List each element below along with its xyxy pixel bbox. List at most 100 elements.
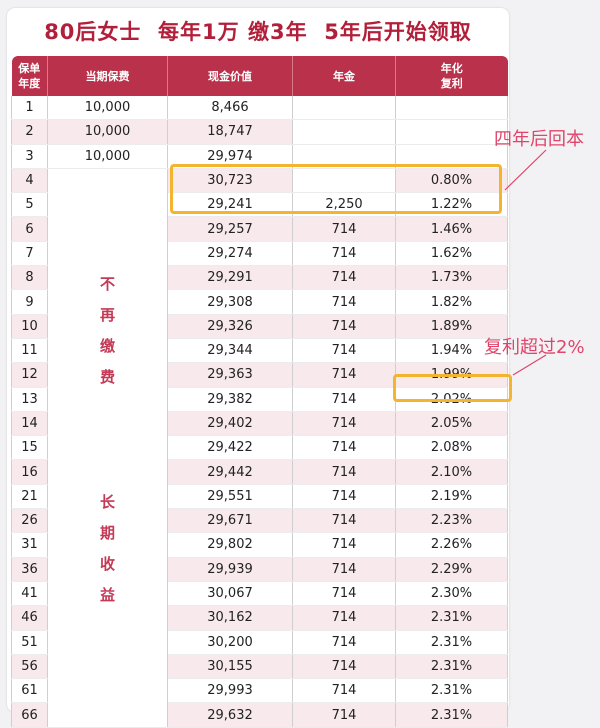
cell-annuity: 714 <box>292 508 396 534</box>
cell-cash-value: 29,551 <box>167 484 293 510</box>
table-row: 4 不再缴费长期收益 30,723 0.80% <box>11 168 508 728</box>
cell-cash-value: 29,802 <box>167 532 293 558</box>
cell-cash-value: 30,200 <box>167 630 293 655</box>
note-char: 缴 <box>99 336 115 355</box>
cell-year: 5 <box>11 192 48 218</box>
cell-rate: 2.30% <box>395 581 508 607</box>
cell-cash-value: 29,939 <box>167 557 293 582</box>
cell-year: 21 <box>11 484 48 510</box>
cell-year: 2 <box>11 119 48 145</box>
break-even-arrow <box>504 149 547 191</box>
cell-year: 16 <box>11 459 48 485</box>
cell-rate: 2.26% <box>395 532 508 558</box>
note-char: 再 <box>99 305 115 324</box>
cell-year: 61 <box>11 678 48 704</box>
cell-rate: 1.89% <box>395 314 508 339</box>
annotation-break-even: 四年后回本 <box>494 129 584 150</box>
cell-year: 1 <box>11 96 48 121</box>
table-row: 31 29,802 714 2.26% <box>11 532 508 558</box>
cell-cash-value: 8,466 <box>167 96 293 121</box>
cell-year: 11 <box>11 338 48 364</box>
cell-annuity: 714 <box>292 581 396 607</box>
cell-year: 9 <box>11 289 48 315</box>
cell-year: 8 <box>11 265 48 291</box>
cell-annuity <box>292 96 396 121</box>
cell-rate: 2.31% <box>395 605 508 631</box>
table-row: 8 29,291 714 1.73% <box>11 265 508 291</box>
table-row: 11 29,344 714 1.94% <box>11 338 508 364</box>
cell-rate: 2.29% <box>395 557 508 582</box>
page-title: 80后女士 每年1万 缴3年 5年后开始领取 <box>44 20 472 44</box>
cell-rate: 2.19% <box>395 484 508 510</box>
cell-annuity: 714 <box>292 241 396 267</box>
table-row: 1 10,000 8,466 <box>11 96 508 121</box>
cell-year: 41 <box>11 581 48 607</box>
cell-annuity: 714 <box>292 387 396 412</box>
cell-year: 15 <box>11 435 48 461</box>
cell-annuity: 714 <box>292 314 396 339</box>
cell-rate: 0.80% <box>395 168 508 194</box>
cell-rate: 1.94% <box>395 338 508 364</box>
cell-annuity: 714 <box>292 362 396 388</box>
cell-cash-value: 29,382 <box>167 387 293 412</box>
policy-table: 保单 年度 当期保费 现金价值 年金 年化 复利 1 10,000 8,466 2 10,0… <box>11 56 508 728</box>
cell-year: 12 <box>11 362 48 388</box>
cell-premium: 10,000 <box>47 96 168 121</box>
cell-year: 56 <box>11 654 48 680</box>
cell-annuity: 714 <box>292 216 396 242</box>
table-row: 56 30,155 714 2.31% <box>11 654 508 680</box>
table-body: 1 10,000 8,466 2 10,000 18,747 3 10,000 29,974 4 不… <box>11 96 508 728</box>
cell-premium: 10,000 <box>47 144 168 169</box>
cell-cash-value: 29,326 <box>167 314 293 339</box>
cell-annuity: 714 <box>292 459 396 485</box>
table-row: 13 29,382 714 2.02% <box>11 387 508 412</box>
annotation-over-two-percent: 复利超过2% <box>484 337 585 358</box>
cell-rate: 2.10% <box>395 459 508 485</box>
table-row: 14 29,402 714 2.05% <box>11 411 508 437</box>
cell-annuity: 714 <box>292 484 396 510</box>
cell-cash-value: 29,291 <box>167 265 293 291</box>
cell-year: 10 <box>11 314 48 339</box>
cell-annuity: 714 <box>292 289 396 315</box>
note-char: 益 <box>99 585 115 604</box>
cell-annuity: 714 <box>292 411 396 437</box>
cell-cash-value: 18,747 <box>167 119 293 145</box>
cell-year: 51 <box>11 630 48 655</box>
cell-year: 31 <box>11 532 48 558</box>
note-no-more-payment: 不再缴费 <box>98 269 118 393</box>
cell-premium-merged: 不再缴费长期收益 <box>47 168 168 728</box>
cell-cash-value: 29,344 <box>167 338 293 364</box>
cell-cash-value: 29,993 <box>167 678 293 704</box>
cell-cash-value: 30,723 <box>167 168 293 194</box>
table-row: 61 29,993 714 2.31% <box>11 678 508 704</box>
cell-annuity <box>292 168 396 194</box>
cell-rate: 2.08% <box>395 435 508 461</box>
cell-annuity <box>292 119 396 145</box>
table-row: 2 10,000 18,747 <box>11 119 508 145</box>
cell-year: 14 <box>11 411 48 437</box>
cell-rate: 1.73% <box>395 265 508 291</box>
note-long-term: 长期收益 <box>98 487 118 611</box>
cell-annuity: 714 <box>292 678 396 704</box>
cell-cash-value: 30,067 <box>167 581 293 607</box>
cell-year: 13 <box>11 387 48 412</box>
table-row: 9 29,308 714 1.82% <box>11 289 508 315</box>
cell-rate <box>395 96 508 121</box>
cell-annuity: 714 <box>292 557 396 582</box>
cell-annuity: 714 <box>292 435 396 461</box>
cell-rate <box>395 119 508 145</box>
cell-annuity: 714 <box>292 532 396 558</box>
cell-rate: 2.23% <box>395 508 508 534</box>
cell-annuity: 714 <box>292 338 396 364</box>
note-char: 不 <box>99 274 115 293</box>
cell-cash-value: 29,308 <box>167 289 293 315</box>
break-even-highlight <box>170 164 502 214</box>
cell-annuity: 714 <box>292 605 396 631</box>
cell-rate: 1.82% <box>395 289 508 315</box>
cell-cash-value: 29,363 <box>167 362 293 388</box>
note-char: 收 <box>99 554 115 573</box>
cell-cash-value: 29,422 <box>167 435 293 461</box>
table-row: 46 30,162 714 2.31% <box>11 605 508 631</box>
cell-year: 6 <box>11 216 48 242</box>
cell-cash-value: 29,402 <box>167 411 293 437</box>
